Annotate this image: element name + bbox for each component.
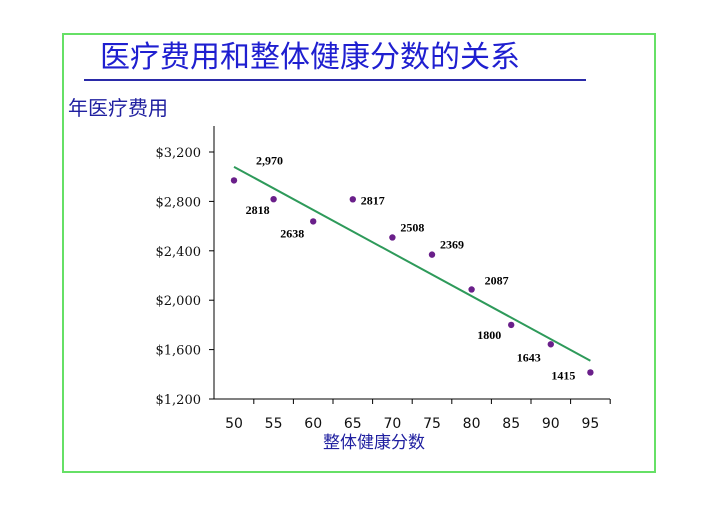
data-label: 2369: [440, 238, 464, 252]
data-point: [310, 218, 317, 225]
y-tick-label: $2,000: [156, 294, 202, 309]
data-point: [349, 196, 356, 203]
data-label: 2087: [485, 273, 509, 287]
y-tick-label: $1,200: [156, 393, 202, 408]
data-label: 1800: [477, 328, 501, 342]
data-point: [270, 195, 277, 203]
data-label: 2817: [361, 193, 385, 207]
x-tick-label: 75: [423, 416, 441, 432]
x-tick-label: 70: [383, 416, 401, 432]
data-label: 1415: [551, 368, 575, 382]
points-group: [230, 177, 594, 376]
data-point: [389, 234, 396, 241]
data-point: [508, 321, 515, 329]
data-point: [587, 369, 594, 376]
y-tick-label: $1,600: [156, 344, 202, 359]
data-labels-group: 2,970 2818 2638 2817 2508 2369 2087 1800 1643 141…: [246, 153, 576, 382]
title-underline: [84, 79, 586, 81]
x-tick-label: 50: [225, 416, 243, 432]
page-title: 医疗费用和整体健康分数的关系: [100, 40, 520, 75]
x-tick-label: 60: [304, 416, 322, 432]
data-label: 1643: [517, 350, 541, 364]
y-tick-label: $2,400: [156, 245, 202, 260]
data-point: [468, 286, 475, 293]
trendline: [233, 165, 591, 362]
chart-ticks: $1,200 $1,600 $2,000 $2,400 $2,800 $3,200 50 55…: [156, 146, 611, 432]
data-point: [547, 341, 554, 348]
slide-frame: [62, 33, 656, 473]
x-tick-label: 55: [265, 416, 283, 432]
data-point: [428, 251, 436, 258]
x-axis-label: 整体健康分数: [323, 433, 425, 453]
x-tick-label: 65: [344, 416, 362, 432]
data-point: [230, 177, 238, 184]
y-tick-label: $3,200: [156, 146, 202, 161]
data-label: 2,970: [256, 153, 283, 167]
x-tick-label: 80: [463, 416, 481, 432]
x-tick-label: 90: [542, 416, 560, 432]
y-axis-label: 年医疗费用: [68, 96, 168, 120]
y-tick-label: $2,800: [156, 195, 202, 210]
data-label: 2638: [280, 226, 304, 240]
trendline-group: [233, 165, 591, 362]
data-label: 2508: [400, 220, 424, 234]
data-label: 2818: [246, 203, 270, 217]
x-tick-label: 85: [502, 416, 520, 432]
x-tick-label: 95: [581, 416, 599, 432]
